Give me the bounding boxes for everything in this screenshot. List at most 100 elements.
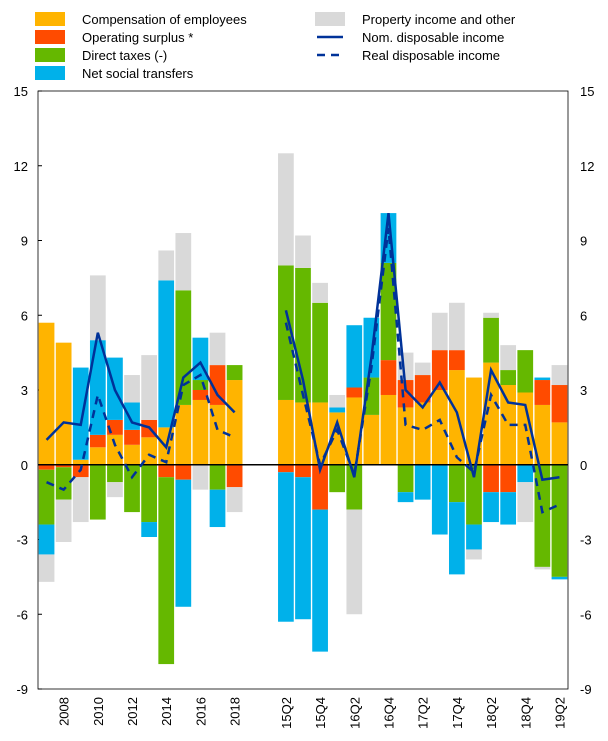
x-tick-label: 2010 xyxy=(91,697,106,726)
x-tick-label: 18Q4 xyxy=(518,697,533,729)
bar-segment xyxy=(278,399,294,465)
legend-swatch xyxy=(35,12,65,26)
y-tick-label: -9 xyxy=(16,682,28,697)
bar-segment xyxy=(38,322,55,465)
legend-swatch xyxy=(35,30,65,44)
x-tick-label: 15Q4 xyxy=(313,697,328,729)
bar-segment xyxy=(551,422,568,465)
bar-segment xyxy=(380,360,397,395)
bar-segment xyxy=(500,385,517,465)
bar-segment xyxy=(397,492,414,503)
bar-segment xyxy=(124,444,140,465)
bar-segment xyxy=(500,492,517,525)
bar-segment xyxy=(397,380,414,408)
x-tick-label: 2012 xyxy=(125,697,140,726)
bar-segment xyxy=(209,365,226,405)
bar-segment xyxy=(72,459,89,465)
bar-segment xyxy=(534,377,551,381)
bar-segment xyxy=(89,464,106,520)
bar-segment xyxy=(278,153,294,266)
bar-segment xyxy=(380,262,397,361)
y-tick-label: 6 xyxy=(21,308,28,323)
bar-segment xyxy=(466,549,482,560)
bar-segment xyxy=(124,402,140,430)
bar-segment xyxy=(551,576,568,580)
bar-segment xyxy=(329,412,346,465)
x-tick-label: 16Q2 xyxy=(347,697,362,729)
bar-segment xyxy=(534,404,551,465)
bar-segment xyxy=(449,502,465,575)
y-tick-label: 0 xyxy=(21,458,28,473)
legend-swatch xyxy=(35,48,65,62)
bar-segment xyxy=(500,464,517,493)
y-tick-label: 15 xyxy=(14,84,28,99)
bar-segment xyxy=(466,377,482,465)
legend-label: Property income and other xyxy=(362,12,516,27)
bar-segment xyxy=(295,235,311,268)
legend-label: Compensation of employees xyxy=(82,12,247,27)
bar-segment xyxy=(414,375,431,403)
x-tick-label: 15Q2 xyxy=(279,697,294,729)
bar-segment xyxy=(278,464,294,473)
bar-segment xyxy=(431,350,448,390)
bar-segment xyxy=(89,434,106,448)
bar-segment xyxy=(414,402,431,465)
bar-segment xyxy=(72,477,89,523)
bar-segment xyxy=(346,464,363,510)
legend-label: Real disposable income xyxy=(362,48,500,63)
line xyxy=(46,227,560,514)
x-tick-label: 16Q4 xyxy=(381,697,396,729)
bar-segment xyxy=(124,375,140,403)
x-tick-label: 2014 xyxy=(159,697,174,726)
bar-segment xyxy=(466,524,482,550)
bar-segment xyxy=(226,380,243,465)
y2-tick-label: -3 xyxy=(580,533,592,548)
y2-tick-label: 9 xyxy=(580,234,587,249)
bar-segment xyxy=(449,370,465,465)
bar-segment xyxy=(517,482,534,523)
bar-segment xyxy=(192,399,209,465)
legend-label: Direct taxes (-) xyxy=(82,48,167,63)
bar-segment xyxy=(175,404,192,465)
x-tick-label: 19Q2 xyxy=(552,697,567,729)
bar-segment xyxy=(380,394,397,465)
bar-segment xyxy=(175,464,192,480)
bar-segment xyxy=(414,464,431,500)
bar-segment xyxy=(312,464,328,510)
bar-segment xyxy=(175,233,192,291)
bar-segment xyxy=(226,464,243,488)
bar-segment xyxy=(295,402,311,465)
y2-tick-label: -9 xyxy=(580,682,592,697)
bar-segment xyxy=(141,522,157,538)
bar-segment xyxy=(466,464,482,525)
bar-segment xyxy=(346,509,363,615)
bar-segment xyxy=(55,467,72,500)
legend-label: Operating surplus * xyxy=(82,30,193,45)
bar-segment xyxy=(312,282,328,303)
bar-segment xyxy=(534,566,551,570)
bar-segment xyxy=(431,390,448,465)
bar-segment xyxy=(346,325,363,388)
y2-tick-label: 3 xyxy=(580,383,587,398)
bar-segment xyxy=(226,487,243,513)
bar-segment xyxy=(431,312,448,351)
bar-segment xyxy=(141,464,157,523)
bar-segment xyxy=(312,509,328,652)
legend-label: Net social transfers xyxy=(82,66,194,81)
bar-segment xyxy=(209,332,226,366)
bar-segment xyxy=(107,434,123,465)
bar-segment xyxy=(397,464,414,493)
x-tick-label: 18Q2 xyxy=(484,697,499,729)
legend-swatch xyxy=(315,12,345,26)
bar-segment xyxy=(55,499,72,542)
bar-segment xyxy=(209,489,226,528)
bar-segment xyxy=(295,477,311,620)
bar-segment xyxy=(192,464,209,490)
bar-segment xyxy=(192,380,209,390)
bar-segment xyxy=(158,477,175,665)
bar-segment xyxy=(107,482,123,498)
bar-segment xyxy=(414,362,431,376)
bar-segment xyxy=(141,355,157,420)
x-tick-label: 2016 xyxy=(193,697,208,726)
y-tick-label: 12 xyxy=(14,159,28,174)
